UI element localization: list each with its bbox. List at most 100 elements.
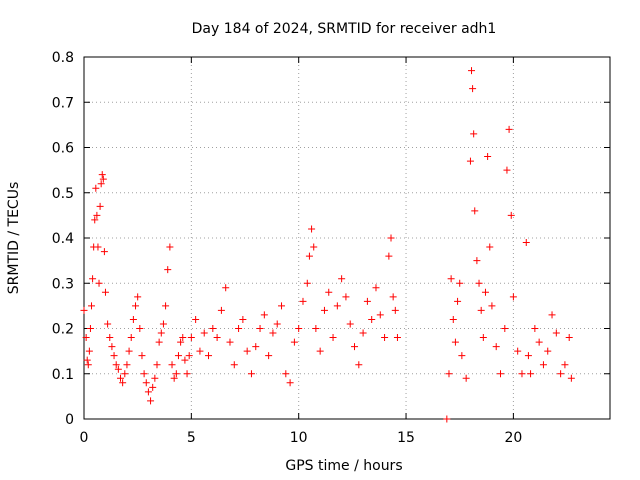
data-point	[372, 284, 380, 292]
data-point	[88, 302, 96, 310]
data-point	[181, 356, 189, 364]
data-point	[548, 311, 556, 319]
data-point	[527, 370, 535, 378]
data-point	[278, 302, 286, 310]
data-point	[93, 211, 101, 219]
data-point	[125, 347, 133, 355]
data-point	[473, 257, 481, 265]
data-point	[94, 243, 102, 251]
data-point	[265, 352, 273, 360]
data-point	[514, 347, 522, 355]
data-point	[174, 352, 182, 360]
data-point	[389, 293, 397, 301]
y-tick-label: 0.5	[52, 186, 74, 202]
data-point	[112, 361, 120, 369]
data-point	[172, 370, 180, 378]
x-tick-label: 5	[187, 430, 196, 446]
data-point	[151, 374, 159, 382]
x-tick-label: 20	[504, 430, 522, 446]
data-point	[325, 288, 333, 296]
data-point	[443, 415, 451, 423]
data-point	[85, 347, 93, 355]
data-point	[127, 334, 135, 342]
data-point	[507, 211, 515, 219]
data-point	[138, 352, 146, 360]
data-point	[252, 343, 260, 351]
data-points	[80, 67, 575, 423]
data-point	[183, 370, 191, 378]
data-point	[484, 153, 492, 161]
data-point	[286, 379, 294, 387]
data-point	[447, 275, 455, 283]
data-point	[342, 293, 350, 301]
data-point	[140, 370, 148, 378]
data-point	[351, 343, 359, 351]
data-point	[247, 370, 255, 378]
x-axis-label: GPS time / hours	[285, 458, 402, 474]
axis-ticks: 0 0.1 0.2 0.3 0.4 0.5 0.6 0.7 0.8 0 5 10 15 20	[52, 50, 610, 446]
data-point	[449, 315, 457, 323]
data-point	[320, 306, 328, 314]
data-point	[205, 352, 213, 360]
data-point	[185, 352, 193, 360]
data-point	[497, 370, 505, 378]
data-point	[273, 320, 281, 328]
data-point	[239, 315, 247, 323]
data-point	[299, 297, 307, 305]
data-point	[134, 293, 142, 301]
data-point	[95, 279, 103, 287]
data-point	[209, 325, 217, 332]
x-tick-label: 0	[80, 430, 89, 446]
data-point	[456, 279, 464, 287]
data-point	[82, 334, 90, 342]
data-point	[477, 306, 485, 314]
data-point	[303, 279, 311, 287]
data-point	[310, 243, 318, 251]
y-tick-label: 0	[65, 412, 74, 428]
data-point	[359, 329, 367, 337]
data-point	[162, 302, 170, 310]
data-point	[170, 374, 178, 382]
data-point	[89, 275, 97, 283]
data-point	[99, 175, 107, 183]
data-point	[110, 352, 118, 360]
data-point	[561, 361, 569, 369]
data-point	[98, 171, 106, 179]
x-tick-label: 15	[397, 430, 415, 446]
data-point	[106, 334, 114, 342]
data-point	[391, 306, 399, 314]
data-point	[104, 320, 112, 328]
data-point	[114, 365, 122, 373]
y-tick-label: 0.4	[52, 231, 74, 247]
data-point	[132, 302, 140, 310]
data-point	[187, 334, 195, 342]
data-point	[168, 361, 176, 369]
y-tick-label: 0.7	[52, 95, 74, 111]
data-point	[80, 306, 88, 314]
data-point	[260, 311, 268, 319]
data-point	[84, 361, 92, 369]
data-point	[121, 370, 129, 378]
data-point	[486, 243, 494, 251]
data-point	[164, 266, 172, 274]
data-point	[91, 216, 99, 224]
data-point	[100, 248, 108, 256]
data-point	[468, 67, 476, 75]
data-point	[470, 130, 478, 138]
data-point	[462, 374, 470, 382]
data-point	[123, 361, 131, 369]
data-point	[567, 374, 575, 382]
data-point	[153, 361, 161, 369]
data-point	[200, 329, 208, 337]
y-tick-label: 0.8	[52, 50, 74, 66]
data-point	[488, 302, 496, 310]
data-point	[96, 202, 104, 210]
plot-area-frame	[83, 56, 611, 420]
y-tick-label: 0.6	[52, 141, 74, 157]
data-point	[155, 338, 163, 346]
data-point	[503, 166, 511, 174]
data-point	[376, 311, 384, 319]
data-point	[522, 239, 530, 247]
data-point	[492, 343, 500, 351]
